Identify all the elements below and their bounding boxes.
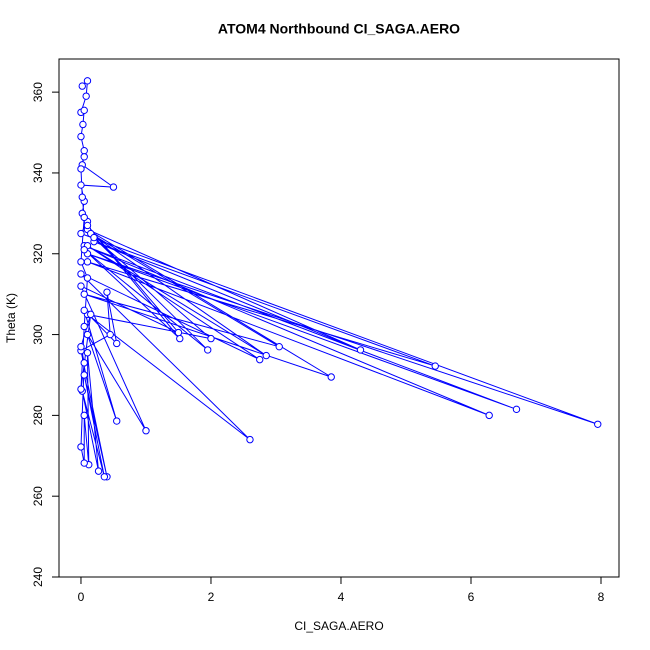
data-point bbox=[174, 328, 183, 337]
data-point bbox=[77, 443, 85, 451]
chart-title: ATOM4 Northbound CI_SAGA.AERO bbox=[218, 21, 460, 37]
data-point bbox=[80, 411, 88, 420]
data-point bbox=[83, 274, 92, 282]
data-point bbox=[80, 359, 88, 367]
y-tick-label: 300 bbox=[31, 324, 45, 344]
data-point bbox=[83, 77, 92, 85]
data-point bbox=[82, 92, 90, 100]
data-point bbox=[327, 373, 335, 381]
data-point bbox=[78, 82, 86, 90]
data-point bbox=[80, 153, 88, 161]
y-tick-label: 360 bbox=[31, 82, 45, 102]
data-point bbox=[90, 233, 98, 242]
data-point bbox=[594, 420, 602, 428]
data-point bbox=[77, 181, 85, 189]
data-point bbox=[87, 310, 95, 319]
data-point bbox=[106, 330, 114, 339]
y-tick-label: 320 bbox=[31, 243, 45, 263]
data-point bbox=[80, 106, 88, 115]
data-point bbox=[77, 229, 85, 238]
data-point bbox=[77, 132, 85, 141]
data-point bbox=[80, 459, 88, 467]
data-point bbox=[176, 334, 184, 343]
data-point bbox=[77, 385, 85, 393]
data-point bbox=[94, 467, 103, 475]
data-point bbox=[204, 346, 212, 354]
x-tick-label: 4 bbox=[338, 590, 345, 604]
y-tick-label: 340 bbox=[31, 163, 45, 183]
data-point bbox=[77, 342, 85, 351]
x-tick-label: 2 bbox=[208, 590, 215, 604]
data-point bbox=[77, 282, 85, 290]
data-point bbox=[275, 342, 283, 351]
data-point bbox=[142, 427, 150, 435]
data-point bbox=[80, 371, 88, 379]
data-point bbox=[83, 330, 92, 339]
data-point bbox=[78, 193, 86, 201]
data-point bbox=[431, 362, 439, 370]
data-point bbox=[83, 221, 92, 230]
data-point bbox=[100, 473, 109, 481]
data-point bbox=[79, 120, 87, 129]
data-point bbox=[83, 349, 92, 357]
data-point bbox=[77, 270, 85, 278]
y-axis-label: Theta (K) bbox=[4, 293, 18, 343]
data-point bbox=[80, 306, 88, 315]
data-point bbox=[83, 258, 92, 266]
data-point bbox=[512, 405, 521, 414]
x-tick-label: 6 bbox=[468, 590, 475, 604]
data-point bbox=[80, 213, 88, 222]
data-point bbox=[113, 417, 121, 425]
data-point bbox=[80, 290, 88, 298]
data-point bbox=[485, 411, 493, 420]
y-tick-label: 240 bbox=[31, 567, 45, 587]
x-tick-label: 0 bbox=[78, 590, 85, 604]
x-tick-label: 8 bbox=[598, 590, 605, 604]
data-point bbox=[80, 322, 88, 331]
data-point bbox=[103, 288, 111, 296]
data-point bbox=[77, 258, 85, 266]
y-tick-label: 260 bbox=[31, 486, 45, 506]
data-point bbox=[109, 183, 118, 191]
data-point bbox=[207, 334, 215, 343]
data-point bbox=[113, 339, 121, 348]
data-point bbox=[246, 435, 254, 444]
y-tick-label: 280 bbox=[31, 405, 45, 425]
data-point bbox=[256, 355, 264, 364]
data-point bbox=[356, 346, 365, 354]
data-point bbox=[77, 165, 85, 173]
data-point bbox=[262, 351, 270, 360]
x-axis-label: CI_SAGA.AERO bbox=[294, 619, 383, 633]
data-point bbox=[80, 246, 88, 254]
data-point bbox=[80, 147, 88, 155]
